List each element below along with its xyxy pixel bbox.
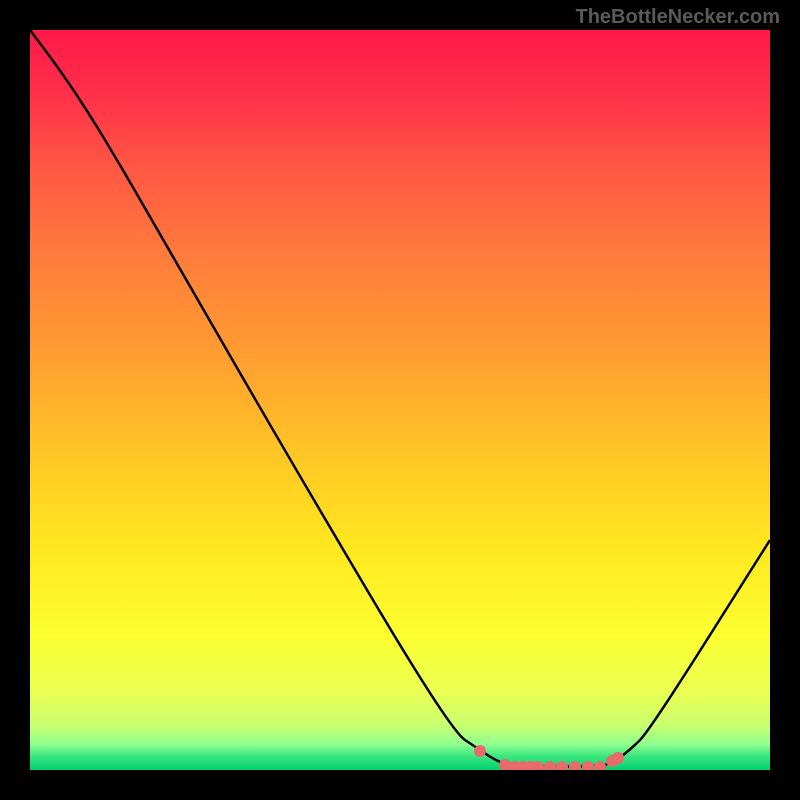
marker-point <box>556 761 568 770</box>
marker-point <box>612 752 624 764</box>
watermark-text: TheBottleNecker.com <box>575 6 780 29</box>
marker-point <box>569 761 581 770</box>
marker-group <box>474 745 624 770</box>
marker-point <box>474 745 486 757</box>
plot-area <box>30 30 770 770</box>
marker-point <box>582 761 594 770</box>
marker-point <box>544 761 556 770</box>
marker-point <box>594 761 606 770</box>
marker-point <box>532 761 544 770</box>
bottleneck-curve <box>30 30 770 767</box>
curve-layer <box>30 30 770 770</box>
